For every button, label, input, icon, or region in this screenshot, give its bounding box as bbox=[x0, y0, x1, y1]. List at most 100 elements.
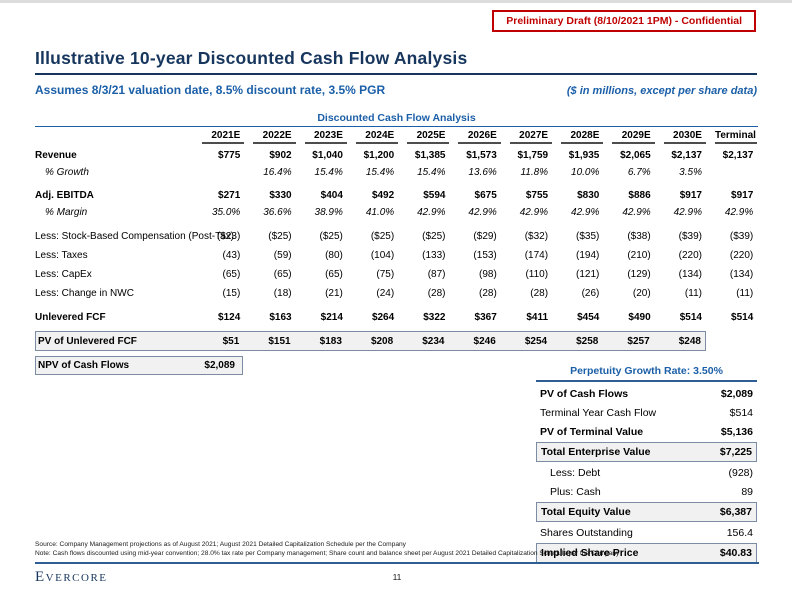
cell-value: $1,385 bbox=[414, 150, 446, 161]
dcf-row: Less: Stock-Based Compensation (Post-Tax… bbox=[35, 227, 758, 246]
summary-row-value: $5,136 bbox=[720, 425, 753, 438]
summary-row-label: Total Enterprise Value bbox=[541, 446, 651, 458]
cell-value: (153) bbox=[473, 250, 497, 261]
dcf-column-header: 2030E bbox=[663, 130, 706, 144]
valuation-summary-table: Perpetuity Growth Rate: 3.50% PV of Cash… bbox=[536, 365, 757, 564]
cell-value: ($25) bbox=[268, 231, 292, 242]
summary-row-value: $7,225 bbox=[719, 446, 752, 458]
cell-value: $124 bbox=[218, 312, 241, 323]
dcf-column-header: 2023E bbox=[304, 130, 347, 144]
cell-value: (220) bbox=[729, 250, 754, 261]
confidential-banner: Preliminary Draft (8/10/2021 1PM) - Conf… bbox=[492, 10, 756, 32]
summary-row-value: $40.83 bbox=[719, 547, 752, 559]
dcf-row: Unlevered FCF $124 $163 $214 $264 $322 $367 $41… bbox=[35, 309, 758, 326]
cell-value: 10.0% bbox=[571, 167, 600, 178]
summary-row-value: 89 bbox=[741, 485, 753, 498]
summary-row: Implied Share Price $40.83 bbox=[536, 543, 757, 563]
dcf-table-title: Discounted Cash Flow Analysis bbox=[35, 112, 758, 127]
summary-row: Less: Debt (928) bbox=[536, 463, 757, 482]
dcf-row: Less: Taxes (43) (59) (80) (104) (133) (153) (1… bbox=[35, 246, 758, 265]
cell-value: 13.6% bbox=[468, 167, 497, 178]
dcf-row: Less: Change in NWC (15) (18) (21) (24) (28) (… bbox=[35, 284, 758, 303]
cell-value: 41.0% bbox=[365, 207, 395, 218]
summary-row: PV of Terminal Value $5,136 bbox=[536, 422, 757, 441]
dcf-column-header: 2029E bbox=[612, 130, 655, 144]
pv-of-unlevered-fcf-box: PV of Unlevered FCF $51 $151 $183 $208 $234 $2… bbox=[35, 331, 706, 351]
cell-value: $183 bbox=[319, 335, 342, 347]
cell-value: $330 bbox=[269, 190, 292, 201]
cell-value: $454 bbox=[577, 312, 600, 323]
row-label: NPV of Cash Flows bbox=[38, 360, 130, 371]
cell-value: $514 bbox=[679, 312, 702, 323]
summary-row: Shares Outstanding 156.4 bbox=[536, 523, 757, 542]
summary-rows: PV of Cash Flows $2,089 Terminal Year Cash… bbox=[536, 384, 757, 563]
cell-value: (11) bbox=[736, 288, 754, 299]
cell-value: $163 bbox=[269, 312, 292, 323]
cell-value: $514 bbox=[731, 312, 754, 323]
cell-value: $246 bbox=[473, 335, 496, 347]
evercore-logo: Evercore bbox=[35, 568, 108, 585]
cell-value: $1,200 bbox=[363, 150, 395, 161]
cell-value: 38.9% bbox=[314, 207, 343, 218]
cell-value: (194) bbox=[576, 250, 600, 261]
cell-value: (87) bbox=[427, 269, 446, 280]
summary-row: Terminal Year Cash Flow $514 bbox=[536, 403, 757, 422]
cell-value: ($29) bbox=[473, 231, 497, 242]
cell-value: $492 bbox=[371, 190, 395, 201]
summary-row-value: $6,387 bbox=[719, 506, 752, 518]
cell-value: (110) bbox=[525, 269, 549, 280]
cell-value: (133) bbox=[422, 250, 446, 261]
cell-value: $248 bbox=[678, 335, 701, 347]
page-number: 11 bbox=[392, 571, 402, 582]
dcf-column-header: Terminal bbox=[714, 130, 758, 144]
cell-value: (20) bbox=[632, 288, 651, 299]
cell-value: (28) bbox=[427, 288, 446, 299]
cell-value: (28) bbox=[478, 288, 497, 299]
cell-value: 15.4% bbox=[314, 167, 343, 178]
cell-value: $322 bbox=[423, 312, 446, 323]
cell-value: 11.8% bbox=[520, 167, 549, 178]
cell-value: 42.9% bbox=[724, 207, 754, 218]
summary-row-label: PV of Cash Flows bbox=[540, 387, 629, 400]
dcf-column-header: 2026E bbox=[458, 130, 501, 144]
cell-value: (26) bbox=[581, 288, 600, 299]
row-label: PV of Unlevered FCF bbox=[38, 335, 137, 347]
cell-value: $271 bbox=[218, 190, 241, 201]
cell-value: (75) bbox=[376, 269, 395, 280]
row-label: Adj. EBITDA bbox=[35, 190, 94, 201]
summary-row-label: PV of Terminal Value bbox=[540, 425, 644, 438]
summary-row: PV of Cash Flows $2,089 bbox=[536, 384, 757, 403]
cell-value: ($32) bbox=[524, 231, 549, 242]
cell-value: $208 bbox=[370, 335, 394, 347]
cell-value: (21) bbox=[325, 288, 343, 299]
cell-value: (174) bbox=[524, 250, 549, 261]
cell-value: $675 bbox=[474, 190, 497, 201]
cell-value: ($25) bbox=[370, 231, 395, 242]
cell-value: $1,040 bbox=[312, 150, 343, 161]
cell-value: $411 bbox=[526, 312, 549, 323]
subtitle: Assumes 8/3/21 valuation date, 8.5% disc… bbox=[35, 83, 386, 97]
cell-value: (43) bbox=[222, 250, 241, 261]
cell-value: (220) bbox=[678, 250, 702, 261]
cell-value: 36.6% bbox=[263, 207, 292, 218]
cell-value: $1,935 bbox=[568, 150, 600, 161]
summary-row-label: Implied Share Price bbox=[541, 547, 639, 559]
cell-value: (28) bbox=[530, 288, 549, 299]
dcf-row: % Growth 16.4% 15.4% 15.4% 15.4% 13.6% 11.8% 10… bbox=[35, 164, 758, 181]
cell-value: (18) bbox=[273, 288, 292, 299]
source-note: Source: Company Management projections a… bbox=[35, 541, 406, 548]
dcf-column-header: 2025E bbox=[407, 130, 450, 144]
units-note: ($ in millions, except per share data) bbox=[566, 85, 757, 97]
cell-value: (15) bbox=[222, 288, 241, 299]
dcf-table: 2021E 2022E 2023E 2024E 2025E 2026E 2027E 2028E… bbox=[35, 129, 758, 375]
cell-value: (129) bbox=[627, 269, 651, 280]
row-label: % Growth bbox=[45, 167, 89, 178]
summary-row: Total Equity Value $6,387 bbox=[536, 502, 757, 522]
row-label: % Margin bbox=[45, 207, 88, 218]
cell-value: $830 bbox=[577, 190, 600, 201]
summary-row: Plus: Cash 89 bbox=[536, 482, 757, 501]
dcf-column-header: 2021E bbox=[202, 130, 245, 144]
cell-value: (65) bbox=[325, 269, 343, 280]
cell-value: $775 bbox=[218, 150, 241, 161]
cell-value: $1,759 bbox=[517, 150, 549, 161]
